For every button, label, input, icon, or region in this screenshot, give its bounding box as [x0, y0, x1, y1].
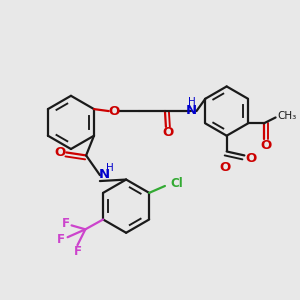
Text: O: O — [162, 126, 173, 139]
Text: F: F — [61, 217, 70, 230]
Text: O: O — [260, 139, 271, 152]
Text: F: F — [57, 233, 65, 246]
Text: N: N — [98, 168, 110, 181]
Text: O: O — [219, 161, 230, 174]
Text: O: O — [108, 105, 119, 118]
Text: O: O — [54, 146, 65, 159]
Text: F: F — [74, 245, 82, 259]
Text: CH₃: CH₃ — [278, 110, 297, 121]
Text: H: H — [188, 97, 195, 107]
Text: N: N — [186, 103, 197, 117]
Text: Cl: Cl — [171, 178, 184, 190]
Text: H: H — [106, 163, 114, 173]
Text: O: O — [246, 152, 257, 165]
